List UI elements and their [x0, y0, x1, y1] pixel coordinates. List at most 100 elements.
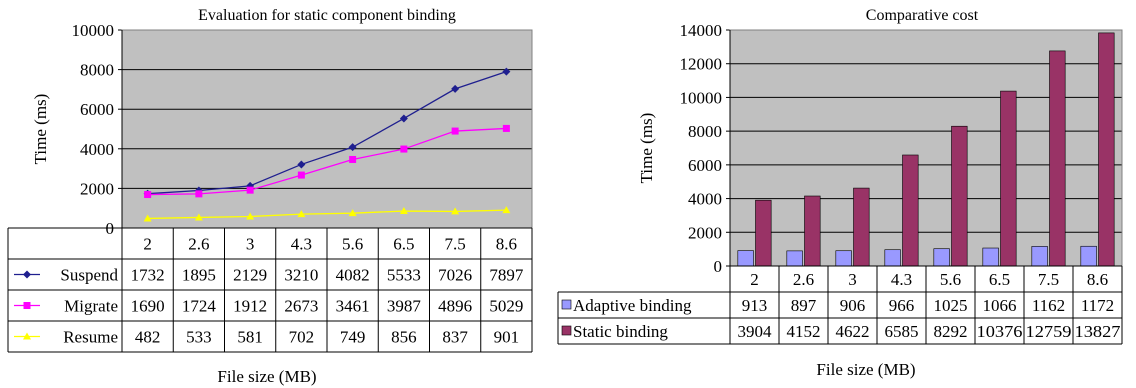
bar-static-binding — [755, 199, 772, 267]
data-label: 1066 — [983, 296, 1017, 315]
data-label: 581 — [237, 328, 263, 347]
data-label: 482 — [135, 328, 161, 347]
y-tick-label: 8000 — [80, 61, 114, 80]
y-tick-label: 6000 — [80, 100, 114, 119]
data-label: 12759 — [1026, 322, 1072, 341]
bar-adaptive-binding — [737, 250, 754, 267]
data-label: 3904 — [738, 322, 773, 341]
data-point — [348, 209, 357, 217]
y-tick-label: 2000 — [80, 179, 114, 198]
x-axis-label: File size (MB) — [217, 367, 316, 386]
legend-label: Suspend — [60, 266, 118, 285]
data-point — [297, 210, 306, 218]
bar-static-binding — [951, 125, 968, 267]
bar-adaptive-binding — [786, 250, 803, 267]
y-tick-label: 4000 — [80, 140, 114, 159]
data-point — [144, 191, 152, 199]
data-label: 3461 — [336, 297, 370, 316]
data-label: 7897 — [489, 266, 524, 285]
data-point — [400, 145, 408, 153]
y-tick-label: 12000 — [680, 55, 723, 74]
data-label: 10376 — [977, 322, 1023, 341]
data-label: 1732 — [131, 266, 165, 285]
data-point — [348, 143, 357, 152]
data-point — [195, 190, 203, 198]
x-tick-label: 6.5 — [393, 235, 414, 254]
data-point — [246, 186, 254, 194]
x-tick-label: 2.6 — [188, 235, 209, 254]
line-chart: Evaluation for static component binding0… — [7, 7, 533, 386]
data-label: 1690 — [131, 297, 165, 316]
y-tick-label: 8000 — [688, 122, 722, 141]
y-tick-label: 2000 — [688, 223, 722, 242]
data-point — [451, 84, 460, 93]
chart-title: Evaluation for static component binding — [198, 7, 456, 24]
bar-static-binding — [804, 195, 821, 267]
x-tick-label: 7.5 — [1038, 270, 1059, 289]
bar-adaptive-binding — [835, 250, 852, 267]
bar-adaptive-binding — [884, 249, 901, 267]
x-tick-label: 5.6 — [342, 235, 363, 254]
bar-static-binding — [1049, 50, 1066, 267]
bar-static-binding — [853, 187, 870, 267]
bar-adaptive-binding — [933, 248, 950, 267]
data-label: 2129 — [233, 266, 267, 285]
bar-static-binding — [902, 154, 919, 267]
y-tick-label: 14000 — [680, 21, 723, 40]
bar-adaptive-binding — [982, 247, 999, 267]
data-point — [246, 212, 255, 220]
data-label: 4896 — [438, 297, 472, 316]
data-label: 3987 — [387, 297, 422, 316]
x-tick-label: 3 — [246, 235, 255, 254]
series-line-migrate — [147, 127, 507, 196]
x-tick-label: 2.6 — [793, 270, 814, 289]
y-tick-label: 4000 — [688, 190, 722, 209]
x-tick-label: 8.6 — [496, 235, 517, 254]
data-label: 1912 — [233, 297, 267, 316]
data-label: 533 — [186, 328, 212, 347]
data-label: 8292 — [934, 322, 968, 341]
legend-label: Static binding — [573, 322, 668, 341]
data-label: 4622 — [836, 322, 870, 341]
data-label: 2673 — [284, 297, 318, 316]
data-label: 901 — [494, 328, 520, 347]
y-axis-label: Time (ms) — [31, 94, 50, 165]
x-tick-label: 6.5 — [989, 270, 1010, 289]
x-tick-label: 2 — [750, 270, 759, 289]
data-label: 3210 — [284, 266, 318, 285]
data-label: 913 — [742, 296, 768, 315]
x-tick-label: 2 — [143, 235, 152, 254]
series-line-resume — [147, 209, 507, 220]
data-label: 1025 — [934, 296, 968, 315]
y-tick-label: 10000 — [680, 88, 723, 107]
data-point — [194, 213, 203, 221]
bar-adaptive-binding — [1031, 246, 1048, 267]
legend-label: Adaptive binding — [573, 296, 692, 315]
data-point — [502, 206, 511, 214]
data-label: 1172 — [1081, 296, 1114, 315]
data-label: 4082 — [336, 266, 370, 285]
x-tick-label: 4.3 — [291, 235, 312, 254]
data-point — [399, 114, 408, 123]
data-label: 897 — [791, 296, 817, 315]
data-point — [451, 207, 460, 215]
x-tick-label: 5.6 — [940, 270, 961, 289]
data-point — [23, 302, 31, 309]
y-tick-label: 6000 — [688, 156, 722, 175]
x-tick-label: 7.5 — [445, 235, 466, 254]
data-point — [297, 171, 305, 179]
x-axis-label: File size (MB) — [816, 360, 915, 379]
y-tick-label: 10000 — [72, 21, 115, 40]
chart-title: Comparative cost — [866, 7, 979, 24]
data-label: 7026 — [438, 266, 472, 285]
data-point — [349, 155, 357, 163]
data-label: 1724 — [182, 297, 217, 316]
data-label: 906 — [840, 296, 866, 315]
series-line-suspend — [147, 71, 507, 195]
data-point — [297, 160, 306, 169]
data-point — [399, 207, 408, 215]
x-tick-label: 4.3 — [891, 270, 912, 289]
data-label: 13827 — [1075, 322, 1122, 341]
bar-chart: Comparative cost 0 2000 4000 6000 8000 10000 12… — [557, 7, 1123, 379]
